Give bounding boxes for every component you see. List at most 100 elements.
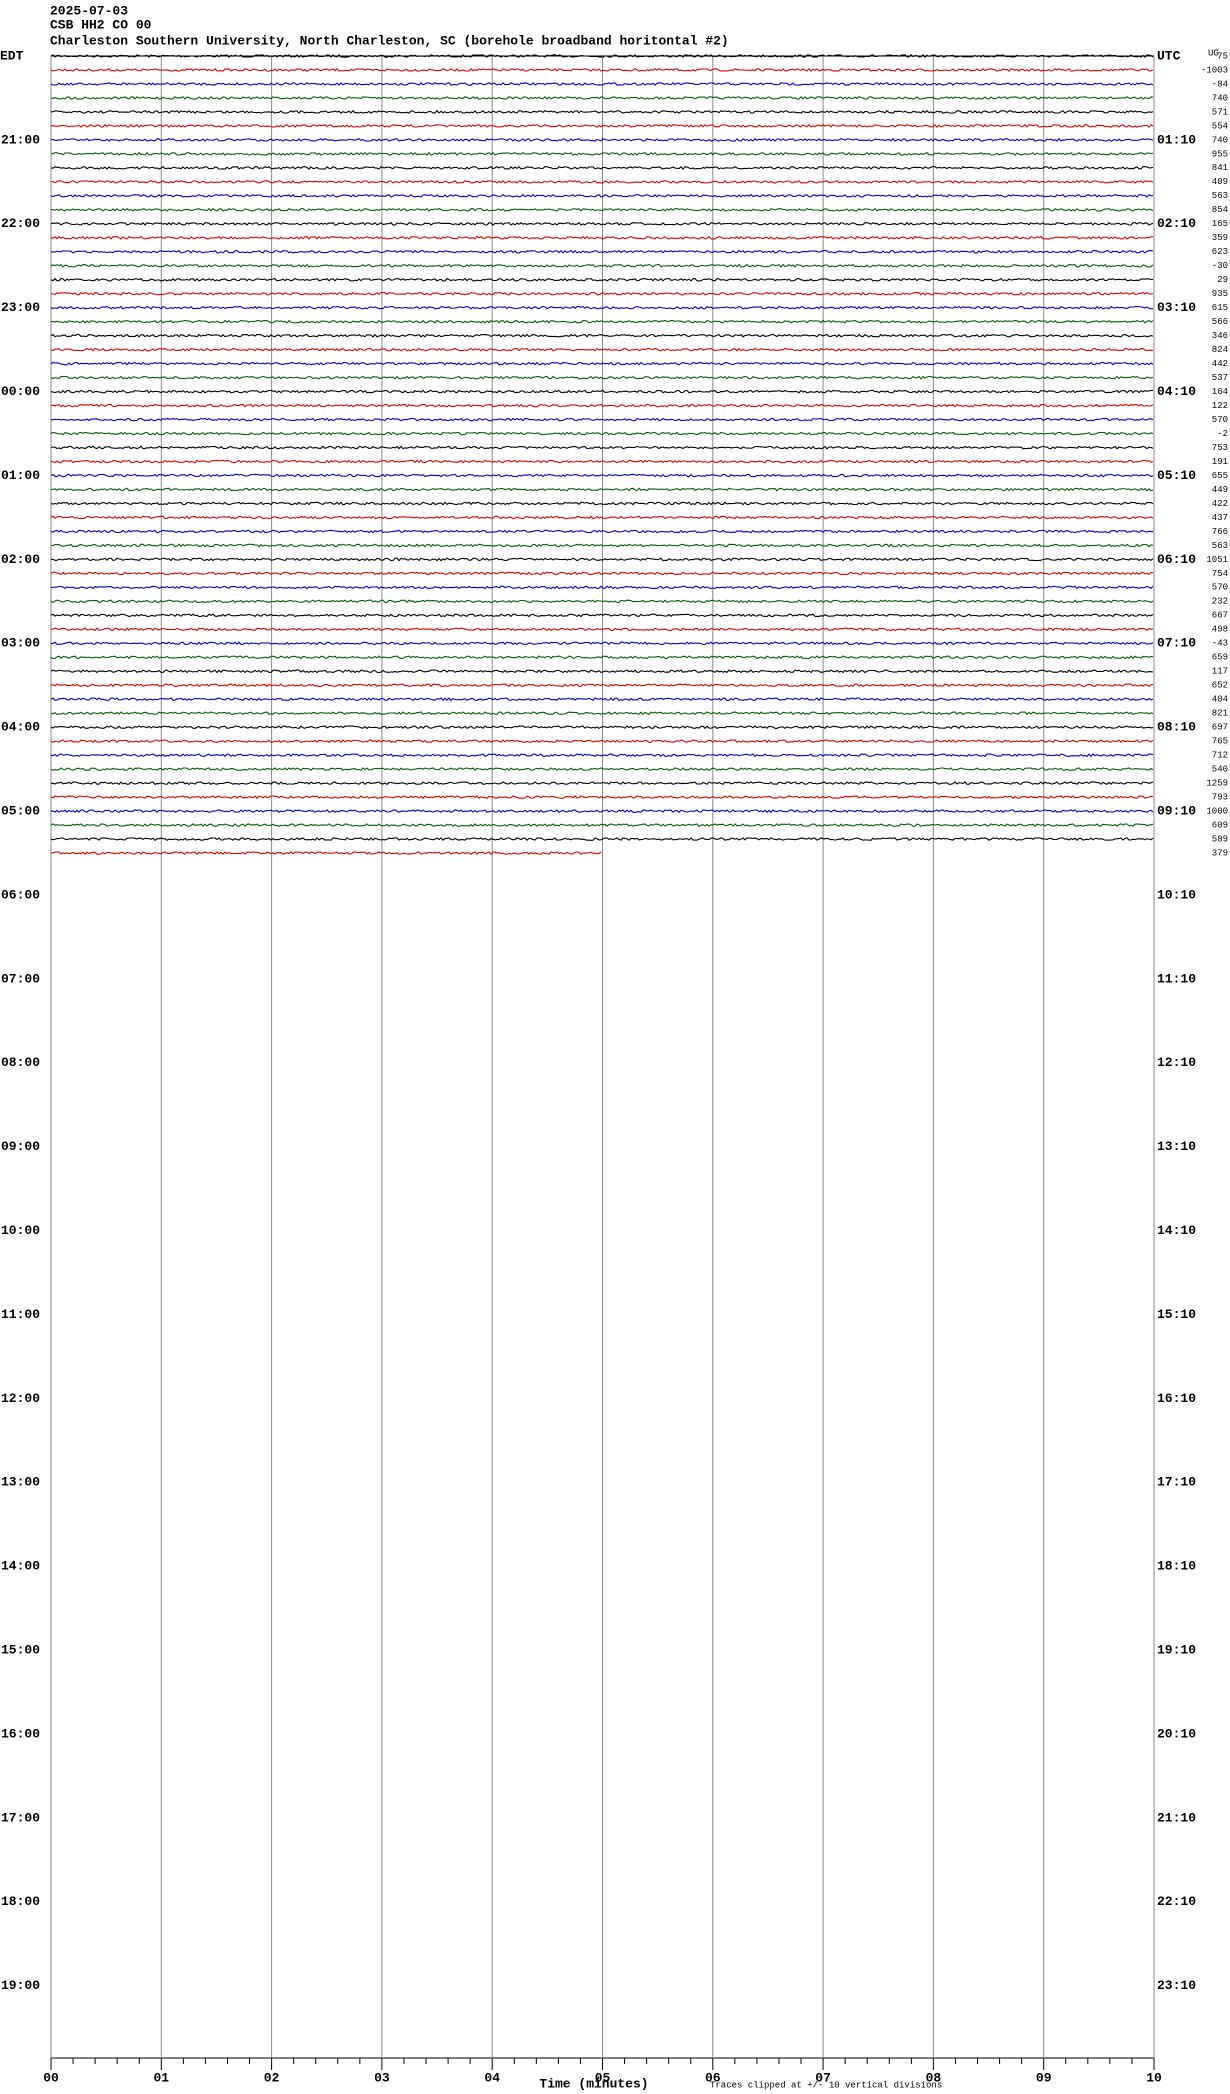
- trace: [50, 403, 1154, 408]
- left-hour-label: 22:00: [1, 216, 40, 231]
- trace: [50, 375, 1154, 380]
- trace: [50, 193, 1154, 198]
- trace: [50, 151, 1154, 156]
- trace-offset: -2: [1217, 429, 1228, 439]
- trace-offset: 659: [1212, 653, 1228, 663]
- x-tick-label: 04: [484, 2070, 500, 2085]
- trace-offset: 753: [1212, 443, 1228, 453]
- trace-offset: 821: [1212, 709, 1228, 719]
- trace: [50, 207, 1154, 212]
- trace-offset: 191: [1212, 457, 1228, 467]
- trace: [51, 557, 1154, 562]
- trace: [50, 263, 1154, 268]
- x-tick-label: 02: [264, 2070, 280, 2085]
- trace-offset: 740: [1212, 135, 1228, 145]
- trace-offset: 566: [1212, 317, 1228, 327]
- trace: [50, 319, 1154, 324]
- trace-offset: 554: [1212, 121, 1228, 131]
- left-hour-label: 15:00: [1, 1643, 40, 1658]
- trace: [50, 655, 1154, 660]
- right-hour-label: 11:10: [1157, 971, 1196, 986]
- right-hour-label: 01:10: [1157, 132, 1196, 147]
- trace: [50, 641, 1154, 646]
- trace: [50, 613, 1154, 618]
- right-hour-label: 05:10: [1157, 468, 1196, 483]
- right-hour-label: 21:10: [1157, 1810, 1196, 1825]
- trace: [50, 137, 1154, 142]
- left-hour-label: 11:00: [1, 1307, 40, 1322]
- trace-offset: 652: [1212, 681, 1228, 691]
- trace: [50, 221, 1154, 226]
- trace-offset: 422: [1212, 499, 1228, 509]
- trace: [50, 333, 1154, 338]
- right-hour-label: 22:10: [1157, 1894, 1196, 1909]
- x-tick-label: 08: [926, 2070, 942, 2085]
- trace-offset: 563: [1212, 191, 1228, 201]
- left-hour-label: 19:00: [1, 1978, 40, 1993]
- left-hour-label: 02:00: [1, 552, 40, 567]
- trace-offset: 740: [1212, 93, 1228, 103]
- left-hour-label: 23:00: [1, 300, 40, 315]
- trace: [50, 389, 1154, 394]
- x-tick-label: 07: [815, 2070, 831, 2085]
- x-tick-label: 00: [43, 2070, 59, 2085]
- trace: [50, 165, 1154, 170]
- trace-offset: 165: [1212, 219, 1228, 229]
- trace: [50, 781, 1154, 786]
- left-hour-label: 07:00: [1, 971, 40, 986]
- left-hour-label: 04:00: [1, 720, 40, 735]
- right-hour-label: 06:10: [1157, 552, 1196, 567]
- trace: [50, 417, 1154, 422]
- left-hour-label: 00:00: [1, 384, 40, 399]
- left-hour-label: 21:00: [1, 132, 40, 147]
- trace: [50, 795, 1154, 800]
- trace: [50, 501, 1154, 506]
- x-tick-label: 03: [374, 2070, 390, 2085]
- trace-offset: -84: [1212, 79, 1228, 89]
- left-hour-label: 17:00: [1, 1810, 40, 1825]
- trace: [50, 571, 1154, 576]
- trace: [50, 123, 1154, 128]
- right-hour-label: 20:10: [1157, 1726, 1196, 1741]
- left-hour-label: 06:00: [1, 887, 40, 902]
- left-hour-label: 13:00: [1, 1475, 40, 1490]
- trace: [50, 95, 1154, 100]
- header-location: Charleston Southern University, North Ch…: [50, 33, 729, 48]
- left-hour-label: 09:00: [1, 1139, 40, 1154]
- trace: [50, 82, 1154, 86]
- trace: [50, 543, 1154, 548]
- trace: [50, 837, 1154, 842]
- trace: [50, 277, 1154, 282]
- trace-offset: 75: [1217, 51, 1228, 61]
- trace-offset: 793: [1212, 792, 1228, 802]
- trace: [50, 739, 1154, 744]
- right-hour-label: 23:10: [1157, 1978, 1196, 1993]
- trace: [50, 473, 1154, 478]
- trace-offset: 955: [1212, 149, 1228, 159]
- header-date: 2025-07-03: [50, 3, 128, 18]
- trace: [50, 529, 1153, 534]
- right-hour-label: 17:10: [1157, 1475, 1196, 1490]
- left-hour-label: 10:00: [1, 1223, 40, 1238]
- trace: [50, 109, 1154, 114]
- trace-offset: 571: [1212, 107, 1228, 117]
- trace: [50, 683, 1154, 688]
- x-tick-label: 05: [595, 2070, 611, 2085]
- units-label: UG: [1208, 48, 1219, 58]
- trace: [50, 459, 1154, 464]
- trace: [50, 809, 1154, 814]
- trace-offset: -30: [1212, 261, 1228, 271]
- trace: [50, 515, 1154, 520]
- trace-offset: 437: [1212, 513, 1228, 523]
- trace: [50, 823, 1154, 827]
- right-hour-label: 10:10: [1157, 887, 1196, 902]
- trace-offset: 623: [1212, 247, 1228, 257]
- trace-offset: -43: [1212, 639, 1228, 649]
- right-hour-label: 04:10: [1157, 384, 1196, 399]
- left-hour-label: 16:00: [1, 1726, 40, 1741]
- right-hour-label: 09:10: [1157, 804, 1196, 819]
- trace: [50, 67, 1154, 72]
- right-hour-label: 08:10: [1157, 720, 1196, 735]
- trace-offset: 589: [1212, 834, 1228, 844]
- trace-offset: 935: [1212, 289, 1228, 299]
